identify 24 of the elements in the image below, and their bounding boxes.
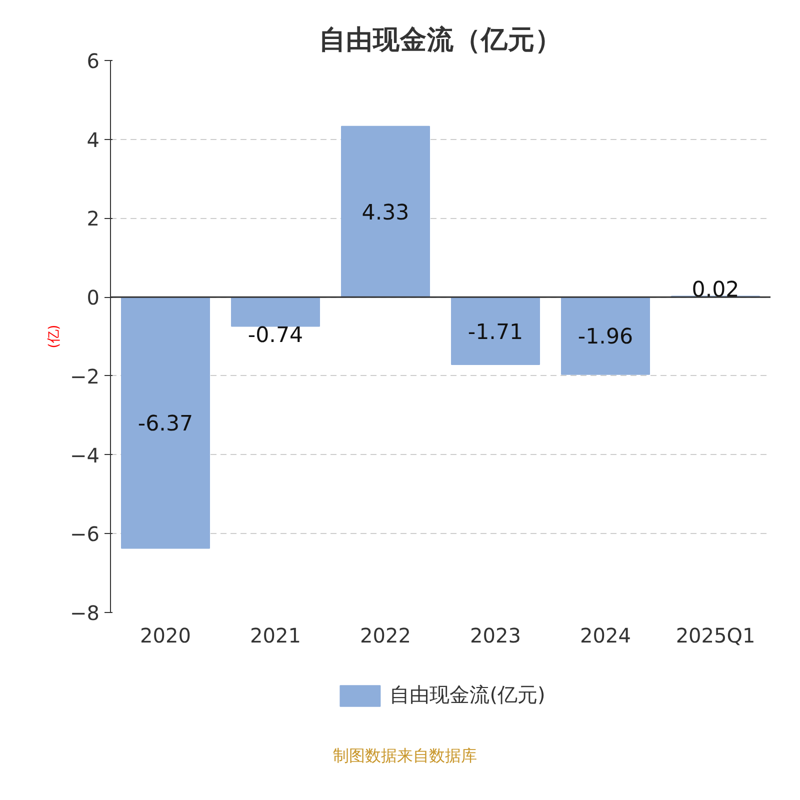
x-tick-label: 2022 [360,624,411,648]
y-tick-label: 0 [86,286,100,310]
data-label: -1.71 [468,320,524,345]
y-tick-label: −6 [70,522,100,546]
data-label: -1.96 [578,324,634,350]
y-tick-label: 4 [86,128,100,152]
y-tick-label: −2 [70,364,100,388]
data-label: -0.74 [248,323,304,348]
data-label: -6.37 [138,412,194,437]
y-axis-title: (亿) [47,324,62,348]
y-tick-label: −4 [70,443,100,468]
x-tick-label: 2020 [140,624,191,648]
y-tick-label: −8 [70,601,100,625]
y-tick-label: 2 [86,206,100,231]
data-label: 0.02 [692,277,740,302]
x-tick-label: 2025Q1 [676,624,756,648]
x-tick-label: 2024 [580,624,631,648]
x-tick-label: 2021 [250,624,301,648]
x-tick-label: 2023 [470,624,521,648]
chart-title: 自由现金流（亿元） [319,24,562,56]
data-label: 4.33 [362,200,410,226]
legend-label: 自由现金流(亿元) [390,682,546,708]
text: 制图数据来自数据库 [333,745,477,767]
y-tick-label: 6 [86,49,100,73]
